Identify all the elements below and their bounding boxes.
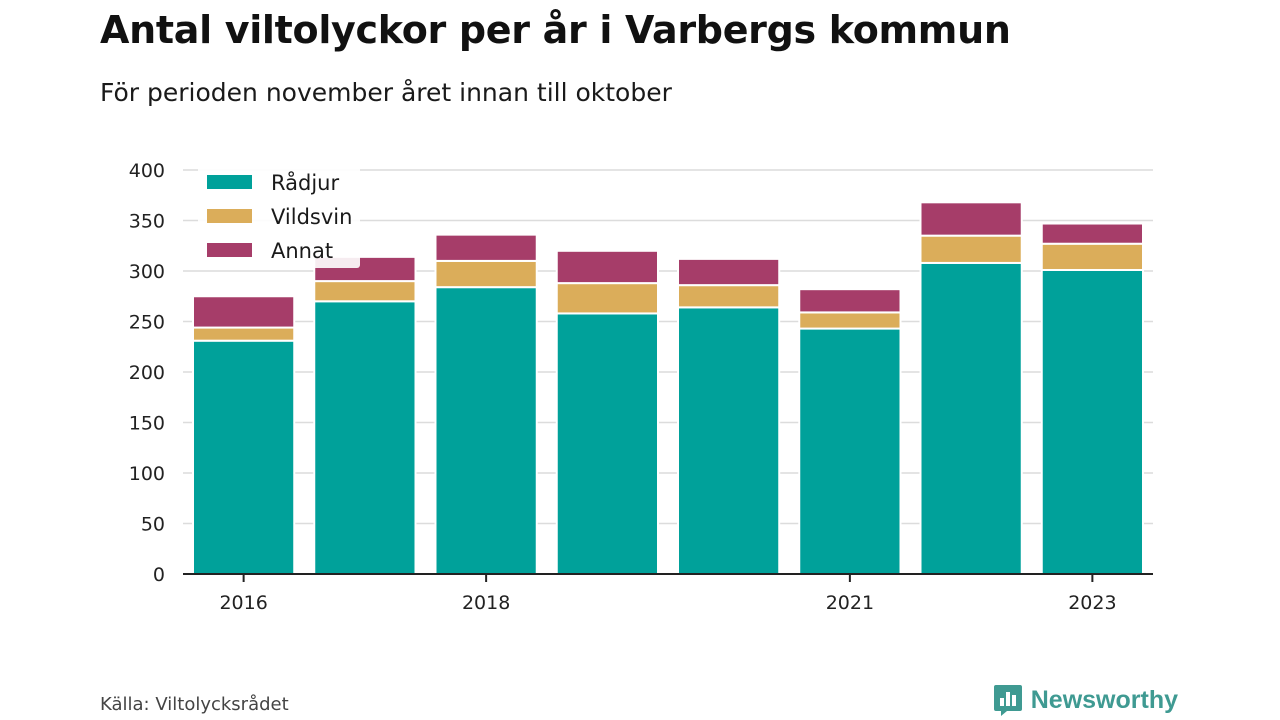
legend-swatch: [207, 175, 252, 189]
bar-segment: [1040, 242, 1144, 271]
bar-segment: [434, 233, 538, 262]
bar-segment: [313, 300, 417, 575]
y-tick-label: 100: [129, 463, 165, 485]
source-note: Källa: Viltolycksrådet: [100, 694, 289, 715]
bar-segment: [192, 295, 296, 329]
x-tick-label: 2016: [219, 592, 267, 614]
bar-segment: [1040, 268, 1144, 575]
bars: [192, 201, 1144, 575]
bar-segment: [192, 339, 296, 575]
bar-segment: [192, 326, 296, 342]
bar-segment: [434, 286, 538, 575]
bar-segment: [677, 284, 781, 309]
chart-title: Antal viltolyckor per år i Varbergs komm…: [100, 8, 1011, 52]
bar-segment: [677, 257, 781, 287]
legend: Rådjur Vildsvin Annat: [198, 164, 360, 268]
y-tick-label: 350: [129, 211, 165, 233]
brand-name: Newsworthy: [1030, 685, 1178, 714]
bar-segment: [677, 306, 781, 575]
legend-label: Vildsvin: [271, 205, 352, 229]
bar-segment: [1040, 222, 1144, 245]
bar-segment: [919, 261, 1023, 575]
x-axis: 2016 2018 2021 2023: [183, 573, 1153, 614]
bar-segment: [313, 280, 417, 303]
brand-logo: Newsworthy: [993, 683, 1178, 717]
legend-label: Annat: [271, 239, 333, 263]
legend-label: Rådjur: [271, 170, 339, 195]
y-axis-ticks: 0 50 100 150 200 250 300 350 400: [129, 160, 165, 586]
legend-swatch: [207, 209, 252, 223]
y-tick-label: 200: [129, 362, 165, 384]
bar-segment: [798, 288, 902, 314]
bar-segment: [555, 312, 659, 575]
x-tick-label: 2023: [1068, 592, 1116, 614]
bar-segment: [555, 282, 659, 315]
y-tick-label: 50: [141, 514, 165, 536]
bar-segment: [434, 259, 538, 289]
chart-subtitle: För perioden november året innan till ok…: [100, 78, 672, 107]
bar-segment: [798, 327, 902, 575]
legend-background: [198, 164, 360, 268]
y-tick-label: 300: [129, 261, 165, 283]
bar-segment: [919, 201, 1023, 237]
bar-segment: [919, 234, 1023, 264]
y-tick-label: 400: [129, 160, 165, 182]
y-tick-label: 0: [153, 564, 165, 586]
x-tick-label: 2021: [826, 592, 874, 614]
bar-segment: [555, 249, 659, 285]
x-tick-label: 2018: [462, 592, 510, 614]
stacked-bar-chart: 0 50 100 150 200 250 300 350 400 2016 2018 2021 202…: [129, 160, 1153, 614]
legend-swatch: [207, 243, 252, 257]
y-tick-label: 150: [129, 413, 165, 435]
newsworthy-icon: [993, 685, 1022, 716]
bar-segment: [798, 311, 902, 330]
y-tick-label: 250: [129, 312, 165, 334]
